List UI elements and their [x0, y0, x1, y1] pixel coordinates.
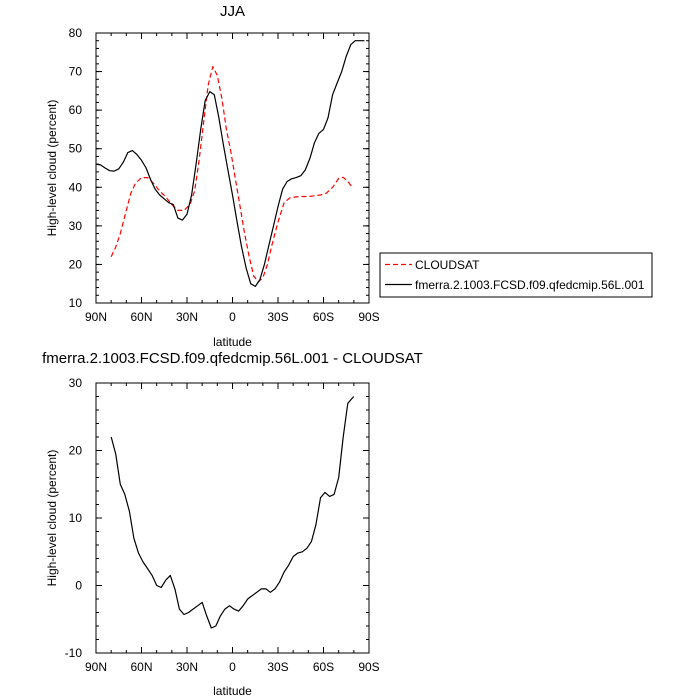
bottom-chart: fmerra.2.1003.FCSD.f09.qfedcmip.56L.001 …	[42, 350, 423, 698]
bottom-chart-title: fmerra.2.1003.FCSD.f09.qfedcmip.56L.001 …	[42, 350, 423, 367]
top-chart-xlabel: latitude	[213, 335, 252, 349]
top-chart-title: JJA	[220, 3, 245, 20]
x-tick-label: 90S	[358, 310, 379, 324]
bottom-chart-ylabel: High-level cloud (percent)	[45, 450, 59, 587]
x-tick-label: 60N	[130, 310, 152, 324]
y-tick-label: 40	[69, 180, 83, 194]
y-tick-label: 70	[69, 65, 83, 79]
y-tick-label: 30	[69, 219, 83, 233]
x-tick-label: 30N	[176, 310, 198, 324]
top-chart-frame	[95, 32, 370, 304]
y-tick-label: 30	[69, 376, 83, 390]
bottom-chart-ticks: 90N 60N 30N 0 30S 60S 90S -10 0 10 20 30	[65, 376, 380, 674]
x-tick-label: 90N	[85, 310, 107, 324]
legend-box	[379, 252, 653, 298]
legend-label-cloudsat: CLOUDSAT	[415, 258, 480, 272]
bottom-chart-xlabel: latitude	[213, 684, 252, 698]
y-tick-label: 50	[69, 142, 83, 156]
bottom-chart-frame	[95, 382, 370, 654]
x-tick-label: 60N	[130, 660, 152, 674]
difference-line	[110, 396, 355, 629]
y-tick-label: 60	[69, 103, 83, 117]
y-tick-label: -10	[65, 646, 83, 660]
x-tick-label: 60S	[313, 660, 334, 674]
x-tick-label: 90N	[85, 660, 107, 674]
x-tick-label: 90S	[358, 660, 379, 674]
y-tick-label: 10	[69, 511, 83, 525]
top-chart-ylabel: High-level cloud (percent)	[45, 100, 59, 237]
bottom-chart-series	[110, 396, 355, 629]
top-chart-series	[95, 40, 365, 287]
top-chart-ticks: 90N 60N 30N 0 30S 60S 90S 10 20 30 40 50 60 70 80	[69, 26, 380, 324]
x-tick-label: 30N	[176, 660, 198, 674]
legend: CLOUDSAT fmerra.2.1003.FCSD.f09.qfedcmip…	[379, 252, 653, 298]
cloudsat-line	[110, 65, 355, 283]
legend-label-model: fmerra.2.1003.FCSD.f09.qfedcmip.56L.001	[415, 278, 645, 292]
y-tick-label: 10	[69, 296, 83, 310]
x-tick-label: 0	[229, 660, 236, 674]
y-tick-label: 20	[69, 257, 83, 271]
y-tick-label: 80	[69, 26, 83, 40]
top-chart: JJA 90N 60N 30N 0 30S 60S 90S1020304050607080 …	[45, 3, 380, 349]
x-tick-label: 60S	[313, 310, 334, 324]
x-tick-label: 30S	[267, 660, 288, 674]
y-tick-label: 20	[69, 444, 83, 458]
y-tick-label: 0	[75, 579, 82, 593]
model-line	[95, 40, 365, 287]
x-tick-label: 30S	[267, 310, 288, 324]
x-tick-label: 0	[229, 310, 236, 324]
